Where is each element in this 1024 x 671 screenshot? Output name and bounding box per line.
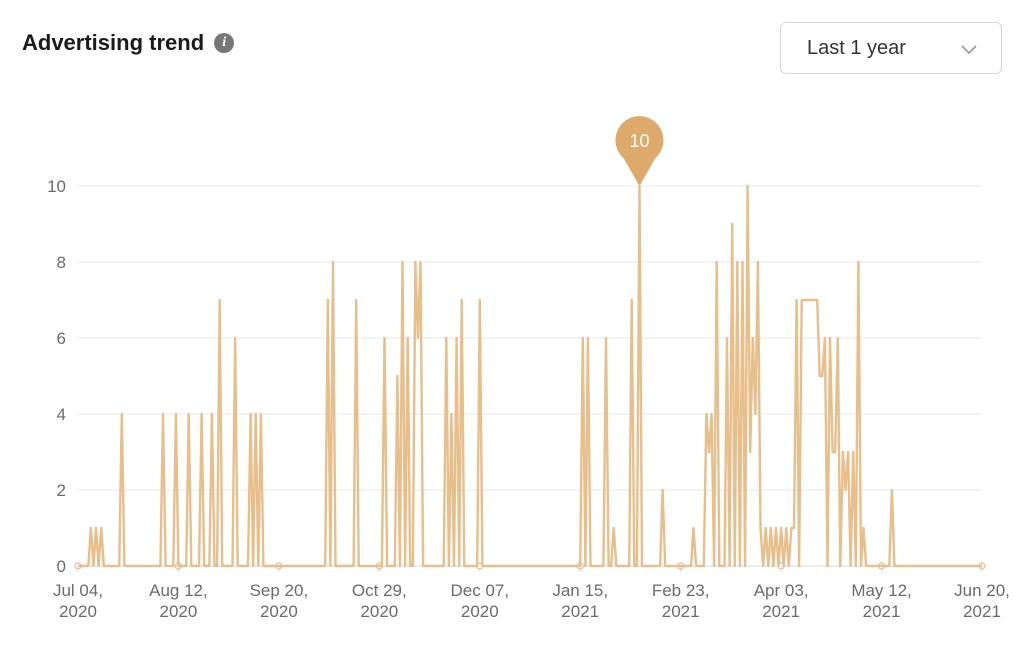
x-tick-label: 2021 — [762, 602, 800, 621]
y-tick-label: 4 — [57, 405, 66, 424]
x-tick-label: 2020 — [59, 602, 97, 621]
series-line — [78, 184, 982, 568]
period-select-value: Last 1 year — [807, 36, 906, 59]
x-tick-label: 2021 — [662, 602, 700, 621]
info-icon[interactable]: i — [214, 33, 235, 53]
x-tick-label: May 12, — [851, 581, 911, 600]
x-tick-label: Jun 20, — [954, 581, 1010, 600]
x-tick-label: Jul 04, — [53, 581, 103, 600]
y-tick-label: 8 — [57, 253, 66, 272]
y-axis: 0 2 4 6 8 10 — [47, 177, 66, 576]
x-tick-label: Sep 20, — [250, 581, 309, 600]
x-tick-label: Apr 03, — [754, 581, 809, 600]
x-tick-label: Aug 12, — [149, 581, 208, 600]
x-tick-label: 2020 — [461, 602, 499, 621]
peak-marker[interactable]: 10 — [615, 116, 664, 186]
marker-label: 10 — [629, 131, 649, 151]
y-tick-label: 10 — [47, 177, 66, 196]
x-tick-label: Jan 15, — [552, 581, 608, 600]
series-layer — [78, 184, 982, 568]
y-tick-label: 2 — [57, 481, 66, 500]
chevron-down-icon — [961, 45, 977, 55]
x-tick-label: 2020 — [360, 602, 398, 621]
x-tick-label: Dec 07, — [450, 581, 509, 600]
x-tick-label: Feb 23, — [652, 581, 710, 600]
x-tick-label: Oct 29, — [352, 581, 407, 600]
period-select[interactable]: Last 1 year — [780, 22, 1002, 74]
x-tick-label: 2021 — [863, 602, 901, 621]
x-tick-label: 2020 — [160, 602, 198, 621]
x-tick-label: 2021 — [561, 602, 599, 621]
chart-title: Advertising trend i — [22, 30, 235, 56]
grid-lines — [78, 185, 982, 567]
y-tick-label: 0 — [57, 557, 66, 576]
y-tick-label: 6 — [57, 329, 66, 348]
x-tick-label: 2020 — [260, 602, 298, 621]
marker-pin — [615, 116, 664, 186]
advertising-trend-chart: 0 2 4 6 8 10 Jul 04, 2020 Aug 12, 2020 Sep 20, 202… — [47, 116, 1010, 621]
chart-title-text: Advertising trend — [22, 30, 205, 55]
x-axis: Jul 04, 2020 Aug 12, 2020 Sep 20, 2020 Oct 29,… — [53, 562, 1010, 621]
x-tick-label: 2021 — [963, 602, 1001, 621]
